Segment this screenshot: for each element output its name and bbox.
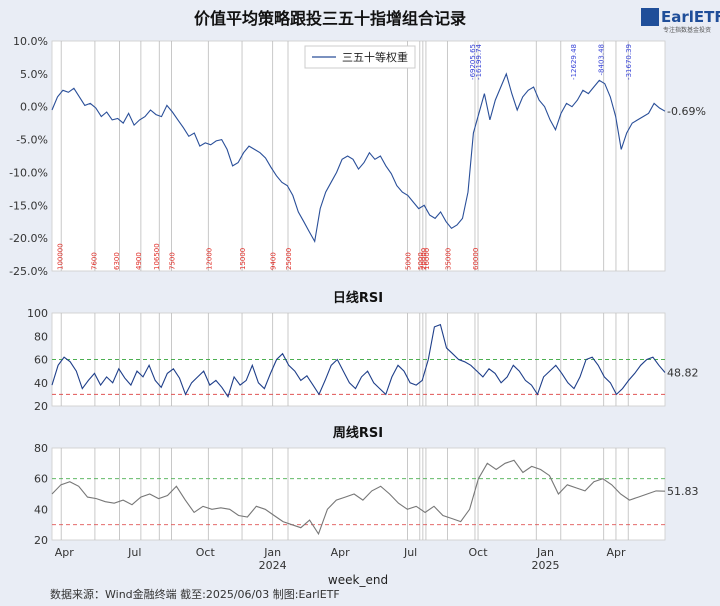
plot-area [51,312,666,407]
buy-amount-label: 15000 [239,248,247,270]
x-tick-label: Jan [536,546,554,559]
x-tick-label: Jul [403,546,417,559]
y-tick-label: 0.0% [20,101,48,114]
y-tick-label: 5.0% [20,68,48,81]
y-tick-label: -10.0% [9,166,48,179]
x-tick-label: Apr [606,546,626,559]
footer-source: 数据来源：Wind金融终端 截至:2025/06/03 制图:EarlETF [50,587,340,601]
y-tick-label: 20 [34,534,48,547]
panel-title: 日线RSI [333,290,383,306]
legend: 三五十等权重 [304,45,416,69]
y-tick-label: 10.0% [13,35,48,48]
legend-box [304,45,416,69]
x-tick-label: Oct [469,546,489,559]
y-tick-label: -5.0% [16,134,48,147]
buy-amount-label: 20000 [420,248,428,270]
y-tick-label: 40 [34,503,48,516]
buy-amount-label: 7600 [91,252,99,270]
series-line [51,323,666,398]
x-year-label: 2025 [531,559,559,572]
y-tick-label: 20 [34,400,48,413]
x-tick-label: Apr [331,546,351,559]
plot-area [51,40,666,272]
buy-amount-label: 5000 [417,252,425,270]
buy-amount-label: 4900 [135,252,143,270]
buy-amount-label: 35000 [444,248,452,270]
panel-title: 周线RSI [333,425,383,441]
sell-amount-label: -12629.48 [570,44,578,80]
sell-amount-label: -16199.74 [475,43,483,79]
buy-amount-label: 60000 [472,248,480,270]
last-value-label: 48.82 [667,366,699,379]
y-tick-label: 100 [27,307,48,320]
buy-amount-label: 25000 [285,248,293,270]
y-tick-label: 40 [34,377,48,390]
y-tick-label: 80 [34,442,48,455]
logo-text: EarlETF [661,8,720,26]
buy-amount-label: 100000 [56,243,64,270]
series-line [51,459,666,536]
y-tick-label: 60 [34,354,48,367]
last-value-label: -0.69% [667,105,706,118]
buy-amount-label: 5000 [405,252,413,270]
last-value-label: 51.83 [667,485,699,498]
x-axis-title: week_end [328,573,388,587]
logo-mark [641,8,659,26]
buy-amount-label: 106500 [153,243,161,270]
chart-title: 价值平均策略跟投三五十指增组合记录 [194,9,466,28]
daily-rsi-panel: 100 80 60 40 20 日线RSI 48.82 [27,290,699,413]
x-tick-label: Apr [55,546,75,559]
weekly-rsi-panel: 80 60 40 20 周线RSI 51.83 [34,425,699,547]
buy-amount-label: 12000 [205,248,213,270]
legend-entry: 三五十等权重 [342,50,408,64]
x-year-label: 2024 [259,559,287,572]
x-tick-label: Jan [263,546,281,559]
buy-amount-label: 7500 [169,252,177,270]
sell-amount-label: -8403.48 [598,44,606,75]
y-tick-label: -25.0% [9,265,48,278]
y-tick-label: 60 [34,473,48,486]
equity-panel: 10.0% 5.0% 0.0% -5.0% -10.0% -15.0% -20.0% -25.… [9,35,706,278]
sell-amount-label: -69205.65 [469,44,477,80]
buy-amount-label: 6300 [113,252,121,270]
y-tick-label: -20.0% [9,232,48,245]
x-tick-label: Oct [196,546,216,559]
buy-amount-label: 9400 [270,252,278,270]
plot-area [51,447,666,541]
buy-amount-label: 16000 [423,248,431,270]
y-tick-label: 80 [34,330,48,343]
y-tick-label: -15.0% [9,199,48,212]
sell-amount-label: -31670.39 [625,44,633,80]
series-line [51,72,666,244]
logo-subtitle: 专注指数基金投资 [663,26,711,34]
x-tick-label: Jul [127,546,141,559]
